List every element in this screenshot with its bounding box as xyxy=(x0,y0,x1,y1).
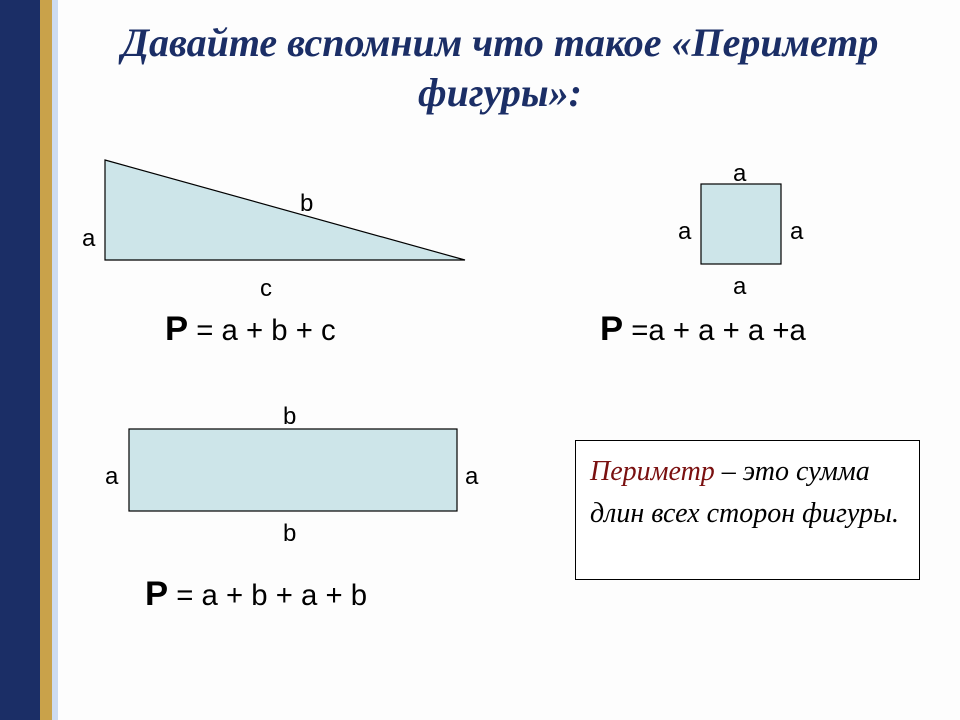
triangle-shape xyxy=(95,150,475,270)
square-label-bottom: a xyxy=(733,273,746,301)
rectangle-formula-rest: = a + b + a + b xyxy=(168,579,367,612)
square-label-right: a xyxy=(790,218,803,246)
square-formula-p: P xyxy=(600,310,623,348)
slide-root: Давайте вспомним что такое «Периметр фиг… xyxy=(0,0,960,720)
triangle-formula-p: P xyxy=(165,310,188,348)
definition-box: Периметр – это сумма длин всех сторон фи… xyxy=(575,440,920,580)
rectangle-shape xyxy=(128,428,458,512)
page-title: Давайте вспомним что такое «Периметр фиг… xyxy=(60,18,940,118)
square-shape xyxy=(700,183,782,265)
square-formula-rest: =a + a + a +a xyxy=(623,314,806,347)
triangle-formula-rest: = a + b + c xyxy=(188,314,336,347)
stripe-gold xyxy=(40,0,52,720)
stripe-dark xyxy=(0,0,40,720)
rectangle-label-right: a xyxy=(465,463,478,491)
rectangle-label-bottom: b xyxy=(283,520,296,548)
rectangle-formula: P = a + b + a + b xyxy=(145,575,367,614)
square-label-left: a xyxy=(678,218,691,246)
triangle-polygon xyxy=(105,160,465,260)
rectangle-label-left: a xyxy=(105,463,118,491)
square-rect xyxy=(701,184,781,264)
triangle-label-b: b xyxy=(300,190,313,218)
stripe-light xyxy=(52,0,58,720)
square-label-top: a xyxy=(733,160,746,188)
definition-term: Периметр xyxy=(590,456,715,487)
triangle-formula: P = a + b + c xyxy=(165,310,336,349)
rectangle-rect xyxy=(129,429,457,511)
triangle-label-c: c xyxy=(260,275,272,303)
rectangle-label-top: b xyxy=(283,403,296,431)
triangle-label-a: a xyxy=(82,225,95,253)
square-formula: P =a + a + a +a xyxy=(600,310,806,349)
rectangle-formula-p: P xyxy=(145,575,168,613)
